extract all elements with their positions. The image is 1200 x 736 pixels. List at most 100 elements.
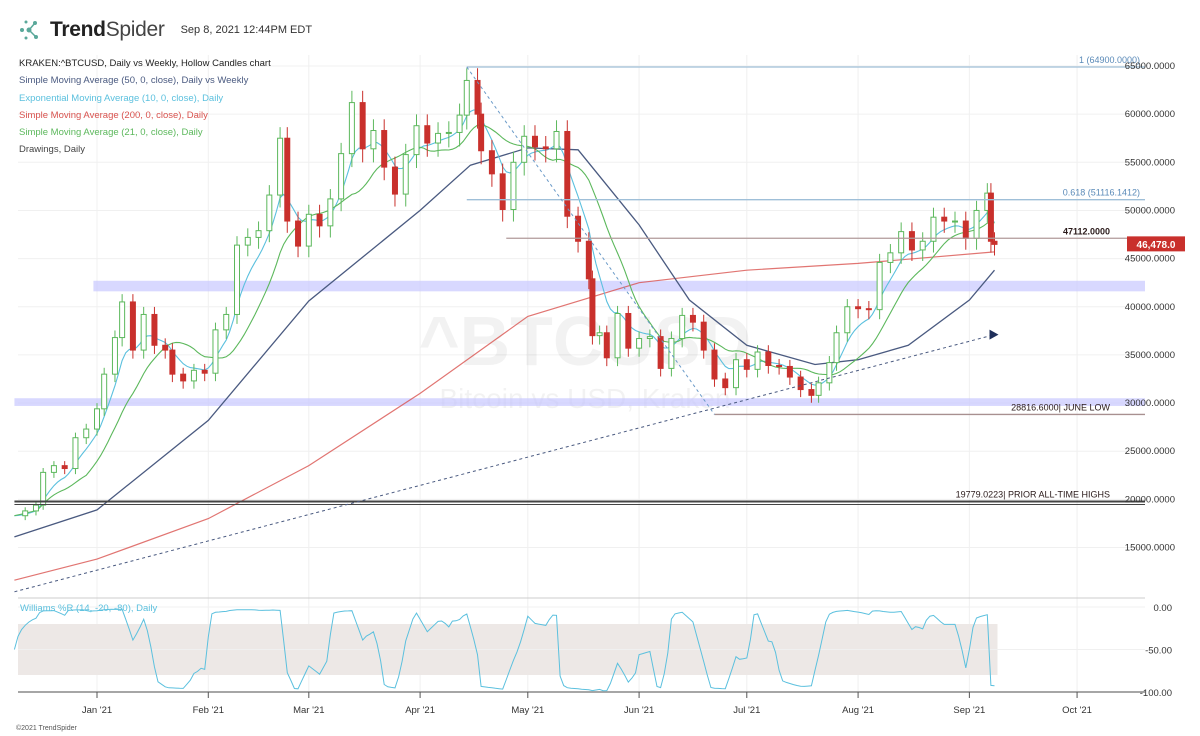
candle-body	[844, 306, 851, 334]
candle	[743, 353, 750, 378]
williams-tick-label: 0.00	[1154, 603, 1173, 614]
candle-body	[101, 373, 108, 410]
candle-body	[327, 198, 334, 227]
candle	[162, 338, 169, 359]
williams-tick-label: -100.00	[1140, 688, 1172, 699]
candle	[589, 270, 596, 345]
candle-body	[991, 240, 998, 245]
williams-tick-label: -50.00	[1145, 646, 1172, 657]
y-tick-label: 30000.0000	[1125, 398, 1175, 409]
candle-body	[700, 321, 707, 351]
candle-body	[255, 230, 262, 238]
x-tick-label: Sep '21	[953, 705, 985, 716]
candle-body	[786, 365, 793, 378]
candle-body	[553, 130, 560, 150]
candle	[700, 314, 707, 359]
candle-body	[754, 351, 761, 370]
x-tick-label: Jan '21	[82, 705, 112, 716]
candle	[941, 207, 948, 233]
candle	[657, 329, 664, 377]
candle-body	[223, 313, 230, 331]
candle	[140, 306, 147, 359]
candle-body	[424, 125, 431, 144]
candle	[244, 228, 251, 257]
x-tick-label: Feb '21	[193, 705, 224, 716]
williams-r-label[interactable]: Williams %R (14, -20, -80), Daily	[20, 603, 158, 614]
x-tick-label: Aug '21	[842, 705, 874, 716]
sma200-line	[14, 251, 995, 581]
candle-body	[201, 369, 208, 374]
candle	[284, 127, 291, 233]
candle-body	[413, 125, 420, 156]
candle	[316, 204, 323, 238]
candle	[391, 156, 398, 207]
candle	[190, 363, 197, 389]
candle-body	[129, 301, 136, 351]
candle	[445, 121, 452, 148]
candle	[887, 244, 894, 274]
candle	[754, 345, 761, 378]
y-tick-label: 55000.0000	[1125, 157, 1175, 168]
candle-body	[284, 137, 291, 222]
timestamp: Sep 8, 2021 12:44PM EDT	[180, 24, 313, 36]
candle-body	[370, 130, 377, 150]
candle	[987, 183, 994, 253]
candle	[722, 372, 729, 396]
candle	[962, 211, 969, 250]
candle-body	[162, 344, 169, 351]
candle-body	[40, 471, 47, 506]
candle-body	[151, 313, 158, 346]
candle-body	[776, 364, 783, 367]
candle-body	[585, 240, 592, 280]
candle	[463, 68, 470, 130]
candle-body	[865, 308, 872, 311]
candle-body	[488, 150, 495, 175]
candle-body	[833, 332, 840, 364]
legend-item-sma200[interactable]: Simple Moving Average (200, 0, close), D…	[19, 109, 208, 121]
candle-body	[614, 312, 621, 359]
candle-body	[898, 231, 905, 254]
candle-body	[119, 301, 126, 339]
candle-body	[542, 146, 549, 150]
candle	[402, 143, 409, 207]
candle-body	[94, 408, 100, 430]
candle-body	[531, 135, 538, 148]
last-price-tag	[1127, 236, 1185, 252]
candle-body	[596, 332, 603, 337]
trendline	[14, 334, 995, 593]
candle-body	[743, 359, 750, 370]
candle-body	[348, 102, 355, 155]
candle	[973, 200, 980, 250]
candle-body	[445, 131, 452, 134]
candle	[83, 423, 90, 445]
candle	[826, 356, 833, 391]
candle	[50, 461, 57, 478]
legend-item-ema10[interactable]: Exponential Moving Average (10, 0, close…	[19, 92, 224, 104]
legend-item-drawings[interactable]: Drawings, Daily	[19, 144, 85, 156]
x-tick-label: May '21	[511, 705, 544, 716]
level-label: 0.618 (51116.1412)	[1063, 188, 1140, 198]
candle-body	[679, 314, 686, 340]
legend-item-sma21[interactable]: Simple Moving Average (21, 0, close), Da…	[19, 127, 203, 139]
level-label: 47112.0000	[1063, 226, 1110, 236]
candle-body	[625, 312, 632, 349]
candle-body	[826, 362, 833, 384]
y-tick-label: 25000.0000	[1125, 446, 1175, 457]
candle	[625, 305, 632, 357]
candle-body	[815, 382, 822, 396]
candle-body	[190, 369, 197, 382]
candle-body	[277, 137, 284, 196]
candle	[564, 120, 571, 229]
candle-body	[83, 428, 90, 439]
legend-item-sma50[interactable]: Simple Moving Average (50, 0, close), Da…	[19, 75, 249, 87]
candle	[370, 119, 377, 163]
brand-logo: TrendSpider	[50, 18, 165, 41]
candle-body	[668, 338, 675, 369]
candle-body	[234, 244, 241, 315]
candle	[952, 211, 959, 233]
candle-body	[887, 252, 894, 263]
candle	[614, 305, 621, 367]
candle	[234, 236, 241, 324]
candle	[765, 345, 772, 374]
